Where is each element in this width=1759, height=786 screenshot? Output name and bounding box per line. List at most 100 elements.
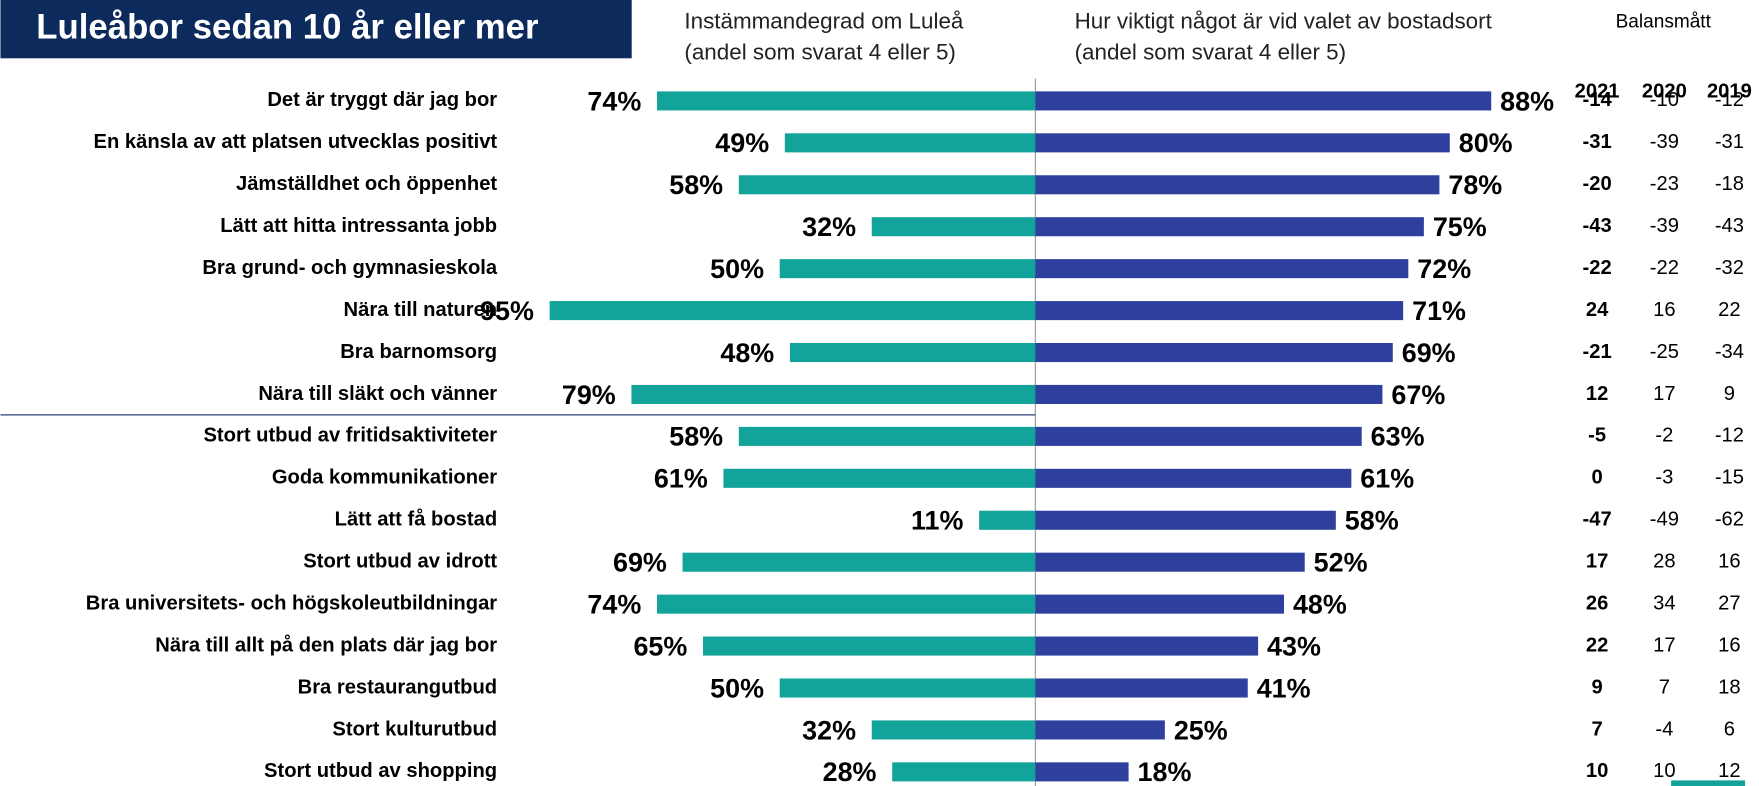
value-label: 41% xyxy=(1257,673,1311,703)
table-cell: 22 xyxy=(1586,634,1608,656)
table-cell: 17 xyxy=(1653,383,1675,405)
table-cell: 7 xyxy=(1591,718,1602,740)
category-label: Bra barnomsorg xyxy=(340,341,497,363)
category-label: En känsla av att platsen utvecklas posit… xyxy=(94,131,498,153)
value-label: 58% xyxy=(669,170,723,200)
bar xyxy=(723,468,1036,488)
table-cell: -47 xyxy=(1583,509,1612,531)
value-label: 95% xyxy=(480,296,534,326)
table-cell: -39 xyxy=(1650,131,1679,153)
bar xyxy=(1035,384,1383,404)
table-column-header: 2019 xyxy=(1707,80,1752,102)
value-label: 88% xyxy=(1500,86,1554,116)
category-label: Det är tryggt där jag bor xyxy=(267,89,497,111)
table-cell: -20 xyxy=(1583,173,1612,195)
bar xyxy=(779,259,1036,279)
table-cell: 6 xyxy=(1724,718,1735,740)
bar xyxy=(1035,259,1409,279)
table-title: Balansmått xyxy=(1616,11,1712,32)
bar xyxy=(656,91,1036,111)
category-label: Goda kommunikationer xyxy=(272,467,497,489)
bar xyxy=(703,636,1036,656)
table-cell: -31 xyxy=(1715,131,1744,153)
bar xyxy=(789,342,1036,363)
bar xyxy=(1035,636,1259,656)
table-cell: 12 xyxy=(1586,383,1608,405)
bar xyxy=(871,720,1036,740)
table-cell: 7 xyxy=(1659,676,1670,698)
table-cell: 9 xyxy=(1591,676,1602,698)
table-cell: -23 xyxy=(1650,173,1679,195)
value-label: 80% xyxy=(1459,128,1513,158)
bar xyxy=(549,301,1036,321)
bar xyxy=(784,133,1036,153)
category-label: Nära till naturen xyxy=(344,299,498,321)
category-label: Lätt att få bostad xyxy=(335,508,498,531)
category-label: Nära till släkt och vänner xyxy=(258,383,497,405)
bar xyxy=(1035,762,1129,782)
value-label: 69% xyxy=(1402,338,1456,368)
bar xyxy=(1035,720,1165,740)
table-cell: -4 xyxy=(1655,718,1673,740)
table-cell: -22 xyxy=(1650,257,1679,279)
category-label: Bra grund- och gymnasieskola xyxy=(202,257,498,279)
table-cell: -12 xyxy=(1715,89,1744,111)
table-column-header: 2020 xyxy=(1642,80,1687,102)
table-cell: -43 xyxy=(1715,215,1744,237)
value-label: 65% xyxy=(633,631,687,661)
value-label: 61% xyxy=(654,464,708,494)
bar xyxy=(1035,426,1362,446)
value-label: 75% xyxy=(1433,212,1487,242)
table-cell: 22 xyxy=(1718,299,1740,321)
value-label: 43% xyxy=(1267,631,1321,661)
table-cell: -15 xyxy=(1715,467,1744,489)
category-label: Stort utbud av idrott xyxy=(303,551,497,573)
value-label: 79% xyxy=(562,380,616,410)
table-cell: -5 xyxy=(1588,425,1606,447)
table-cell: -31 xyxy=(1583,131,1612,153)
value-label: 50% xyxy=(710,673,764,703)
bar xyxy=(979,510,1036,530)
value-label: 71% xyxy=(1412,296,1466,326)
value-label: 25% xyxy=(1174,715,1228,745)
left-header: Instämmandegrad om Luleå xyxy=(684,8,964,33)
value-label: 48% xyxy=(1293,589,1347,619)
table-cell: 24 xyxy=(1586,299,1609,321)
bar xyxy=(1035,594,1285,614)
value-label: 74% xyxy=(587,86,641,116)
table-cell: -12 xyxy=(1715,425,1744,447)
table-cell: 12 xyxy=(1718,760,1740,782)
table-cell: -2 xyxy=(1655,425,1673,447)
bar xyxy=(1035,342,1393,363)
value-label: 78% xyxy=(1448,170,1502,200)
chart-title: Luleåbor sedan 10 år eller mer xyxy=(36,8,538,46)
value-label: 58% xyxy=(669,422,723,452)
table-cell: 17 xyxy=(1586,551,1608,573)
value-label: 63% xyxy=(1371,422,1425,452)
bar xyxy=(1035,678,1248,698)
category-label: Lätt att hitta intressanta jobb xyxy=(220,215,497,237)
bar xyxy=(871,217,1036,237)
table-cell: 16 xyxy=(1718,551,1740,573)
table-cell: 27 xyxy=(1718,592,1740,614)
bar xyxy=(1035,133,1450,153)
bar xyxy=(682,552,1036,572)
bar xyxy=(1035,217,1424,237)
table-cell: 9 xyxy=(1724,383,1735,405)
bar xyxy=(1035,510,1336,530)
bar xyxy=(1035,301,1404,321)
bar xyxy=(1035,91,1492,111)
table-cell: 34 xyxy=(1653,592,1675,614)
right-header: Hur viktigt något är vid valet av bostad… xyxy=(1075,8,1493,33)
bar xyxy=(1035,468,1352,488)
table-cell: -14 xyxy=(1583,89,1613,111)
table-cell: 10 xyxy=(1586,760,1608,782)
value-label: 48% xyxy=(720,338,774,368)
value-label: 50% xyxy=(710,254,764,284)
decoration xyxy=(1671,780,1746,786)
table-cell: -32 xyxy=(1715,257,1744,279)
bar xyxy=(738,426,1036,446)
table-cell: 28 xyxy=(1653,551,1675,573)
table-cell: -3 xyxy=(1655,467,1673,489)
table-cell: 17 xyxy=(1653,634,1675,656)
